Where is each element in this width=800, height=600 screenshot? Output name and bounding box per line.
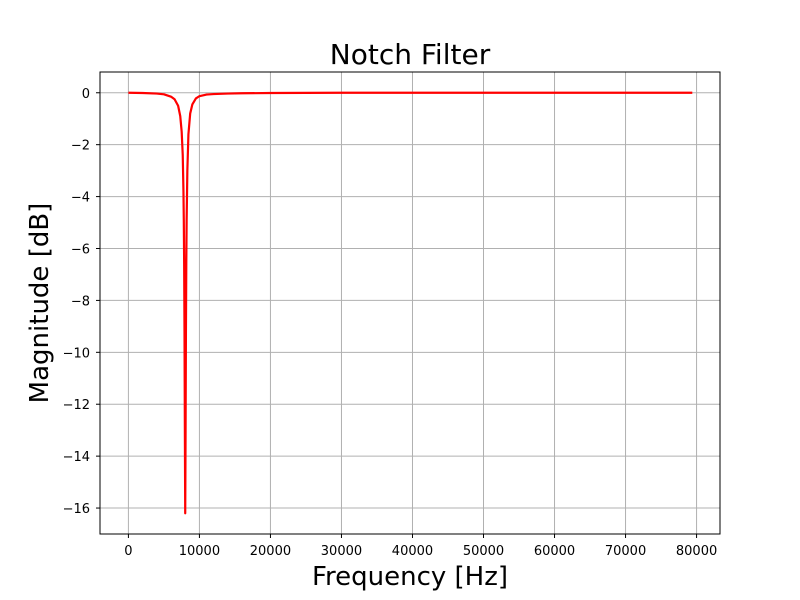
y-axis-label: Magnitude [dB]	[25, 203, 55, 404]
x-tick-label: 30000	[321, 544, 362, 559]
x-tick-label: 0	[124, 544, 132, 559]
y-tick-label: −10	[63, 346, 90, 361]
ticks: 0 10000 20000 30000 40000 50000 60000 70000 8000…	[63, 87, 718, 559]
plot-frame	[99, 71, 721, 535]
y-tick-label: −8	[71, 294, 90, 309]
y-tick-label: −2	[71, 139, 90, 154]
x-tick-label: 10000	[179, 544, 220, 559]
y-tick-label: −6	[71, 242, 90, 257]
y-tick-label: −16	[63, 502, 90, 517]
x-tick-label: 50000	[463, 544, 504, 559]
y-tick-label: −14	[63, 450, 90, 465]
y-tick-label: −4	[71, 191, 90, 206]
chart-title: Notch Filter	[330, 38, 491, 71]
x-tick-label: 80000	[676, 544, 717, 559]
y-tick-label: 0	[82, 87, 90, 102]
series-layer	[128, 91, 693, 515]
x-tick-label: 70000	[605, 544, 646, 559]
x-axis-label: Frequency [Hz]	[312, 562, 508, 592]
x-tick-label: 60000	[534, 544, 575, 559]
x-tick-label: 40000	[392, 544, 433, 559]
magnitude-response-line	[128, 91, 693, 515]
y-tick-label: −12	[63, 398, 90, 413]
x-tick-label: 20000	[250, 544, 291, 559]
